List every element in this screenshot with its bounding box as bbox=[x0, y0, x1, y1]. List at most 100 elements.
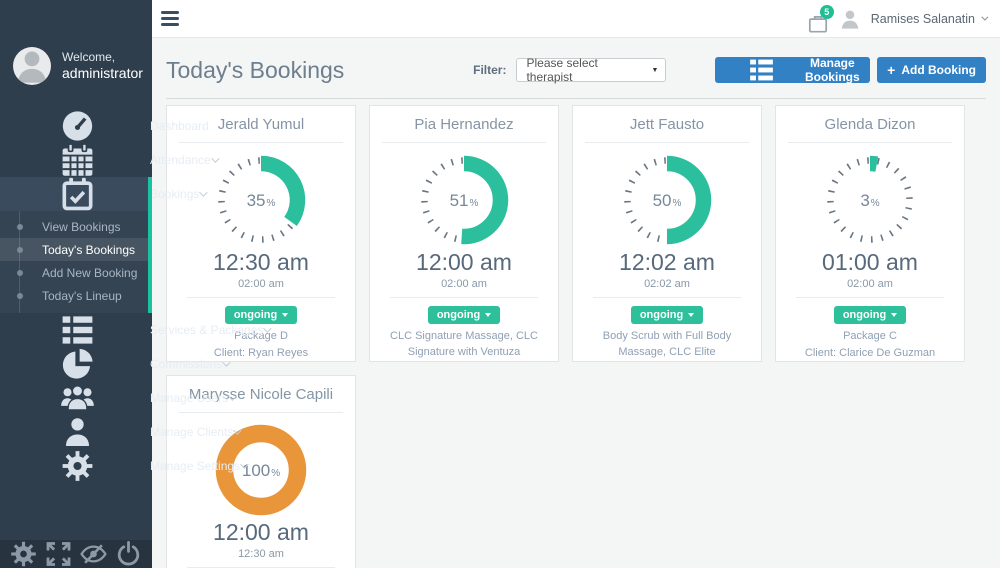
select-caret-icon: ▼ bbox=[651, 66, 659, 74]
username-text: administrator bbox=[62, 64, 143, 81]
therapist-select-value: Please select therapist bbox=[526, 56, 598, 84]
booking-start-time: 12:02 am bbox=[619, 249, 715, 275]
booking-start-time: 01:00 am bbox=[822, 249, 918, 275]
client-name: Client: Clarice De Guzman bbox=[804, 346, 936, 359]
svg-text:51%: 51% bbox=[450, 191, 479, 210]
manage-bookings-label: Manage Bookings bbox=[804, 56, 860, 84]
status-label: ongoing bbox=[436, 309, 481, 321]
card-divider bbox=[187, 297, 335, 298]
caret-down-icon bbox=[688, 313, 695, 317]
status-badge[interactable]: ongoing bbox=[224, 306, 298, 324]
svg-text:3%: 3% bbox=[860, 191, 879, 210]
sidebar-item-label: Manage Settings bbox=[150, 459, 241, 473]
service-names: CLC Signature Massage, CLC Signature wit… bbox=[390, 330, 538, 358]
eye-slash-icon[interactable] bbox=[76, 540, 111, 568]
welcome-text: Welcome, bbox=[62, 49, 116, 64]
progress-gauge[interactable]: 3% bbox=[820, 150, 920, 250]
progress-gauge[interactable]: 51% bbox=[414, 150, 514, 250]
gear-icon[interactable] bbox=[6, 540, 41, 568]
booking-card: Pia Hernandez 51% 12:00 am 02:00 am ongo… bbox=[369, 105, 559, 362]
progress-gauge[interactable]: 100% bbox=[211, 420, 311, 520]
sidebar-item-label: Commissions bbox=[150, 357, 223, 371]
notification-badge: 5 bbox=[819, 4, 834, 19]
sidebar-item-dashboard[interactable]: Dashboard bbox=[0, 109, 209, 143]
user-name-label: Ramises Salanatin bbox=[870, 11, 975, 26]
therapist-name: Jerald Yumul bbox=[217, 116, 305, 133]
dashboard-icon bbox=[17, 109, 138, 143]
caret-down-icon bbox=[282, 313, 289, 317]
status-label: ongoing bbox=[842, 309, 887, 321]
sidebar-item-commissions[interactable]: Commissions bbox=[0, 347, 231, 381]
card-divider bbox=[585, 142, 749, 143]
caret-down-icon bbox=[891, 313, 898, 317]
plus-icon: + bbox=[887, 62, 896, 78]
client-name: Client: Ryan Reyes bbox=[213, 346, 309, 359]
page-title: Today's Bookings bbox=[166, 56, 345, 83]
sidebar-item-label: Bookings bbox=[150, 187, 200, 201]
avatar bbox=[13, 47, 51, 85]
card-divider bbox=[390, 297, 538, 298]
status-badge[interactable]: ongoing bbox=[427, 306, 501, 324]
sidebar-subitem-label: Today's Bookings bbox=[42, 242, 136, 257]
booking-end-time: 02:00 am bbox=[238, 278, 284, 290]
booking-card: Jett Fausto 50% 12:02 am 02:02 am ongoin… bbox=[572, 105, 762, 362]
main-area: 5 Ramises Salanatin Today's Bookings Fil… bbox=[152, 0, 1000, 568]
bullet-dot-icon bbox=[16, 223, 23, 230]
card-divider bbox=[179, 412, 343, 413]
therapist-name: Pia Hernandez bbox=[414, 116, 514, 133]
sidebar-subitem-view-bookings[interactable]: View Bookings bbox=[0, 215, 152, 238]
booking-start-time: 12:00 am bbox=[213, 519, 309, 545]
profile-block: Welcome, administrator bbox=[0, 0, 152, 85]
progress-gauge[interactable]: 50% bbox=[617, 150, 717, 250]
bookings-tray-icon[interactable]: 5 bbox=[807, 4, 834, 33]
booking-end-time: 02:00 am bbox=[847, 278, 893, 290]
status-label: ongoing bbox=[639, 309, 684, 321]
fullscreen-icon[interactable] bbox=[41, 540, 76, 568]
sidebar-subitem-label: View Bookings bbox=[42, 219, 121, 234]
sidebar-subitem-today-s-bookings[interactable]: Today's Bookings bbox=[0, 238, 152, 261]
list-icon bbox=[17, 313, 138, 347]
booking-card: Marysse Nicole Capili 100% 12:00 am 12:3… bbox=[166, 375, 356, 568]
briefcase-icon bbox=[807, 7, 829, 33]
user-menu[interactable]: Ramises Salanatin bbox=[870, 11, 989, 26]
add-booking-label: Add Booking bbox=[901, 63, 976, 77]
therapist-select[interactable]: Please select therapist ▼ bbox=[516, 56, 667, 84]
add-booking-button[interactable]: + Add Booking bbox=[877, 57, 986, 83]
booking-end-time: 12:30 am bbox=[238, 548, 284, 560]
bullet-dot-icon bbox=[16, 269, 23, 276]
gear-icon bbox=[17, 449, 138, 483]
sidebar: Welcome, administrator Dashboard Attenda… bbox=[0, 0, 273, 568]
sidebar-item-manage-settings[interactable]: Manage Settings bbox=[0, 449, 249, 483]
user-avatar bbox=[839, 8, 861, 30]
content: Today's Bookings Filter: Please select t… bbox=[152, 51, 1000, 568]
caret-down-icon bbox=[485, 313, 492, 317]
th-list-icon bbox=[725, 57, 798, 83]
booking-start-time: 12:30 am bbox=[213, 249, 309, 275]
sidebar-submenu: View Bookings Today's Bookings Add New Boo… bbox=[0, 211, 152, 313]
power-icon[interactable] bbox=[111, 540, 146, 568]
progress-gauge[interactable]: 35% bbox=[211, 150, 311, 250]
sidebar-item-attendance[interactable]: Attendance bbox=[0, 143, 220, 177]
sidebar-item-services-packages[interactable]: Services & Packages bbox=[0, 313, 273, 347]
calendar-icon bbox=[17, 143, 138, 177]
sidebar-item-label: Manage Users bbox=[150, 391, 229, 405]
booking-end-time: 02:00 am bbox=[441, 278, 487, 290]
sidebar-subitem-today-s-lineup[interactable]: Today's Lineup bbox=[0, 284, 152, 307]
sidebar-subitem-add-new-booking[interactable]: Add New Booking bbox=[0, 261, 152, 284]
sidebar-item-manage-users[interactable]: Manage Users bbox=[0, 381, 237, 415]
bullet-dot-icon bbox=[16, 292, 23, 299]
sidebar-item-label: Manage Clients bbox=[150, 425, 234, 439]
sidebar-item-bookings[interactable]: Bookings bbox=[0, 177, 209, 211]
manage-bookings-button[interactable]: Manage Bookings bbox=[715, 56, 871, 84]
card-divider bbox=[382, 142, 546, 143]
booking-cards-grid: Jerald Yumul 35% 12:30 am 02:00 am ongoi… bbox=[166, 105, 986, 568]
status-badge[interactable]: ongoing bbox=[630, 306, 704, 324]
hamburger-menu-icon[interactable] bbox=[161, 7, 187, 31]
sidebar-item-label: Attendance bbox=[150, 153, 211, 167]
therapist-name: Marysse Nicole Capili bbox=[188, 386, 334, 403]
sidebar-item-manage-clients[interactable]: Manage Clients bbox=[0, 415, 243, 449]
user-icon bbox=[17, 415, 138, 449]
status-badge[interactable]: ongoing bbox=[833, 306, 907, 324]
svg-text:50%: 50% bbox=[653, 191, 682, 210]
card-divider bbox=[796, 297, 944, 298]
